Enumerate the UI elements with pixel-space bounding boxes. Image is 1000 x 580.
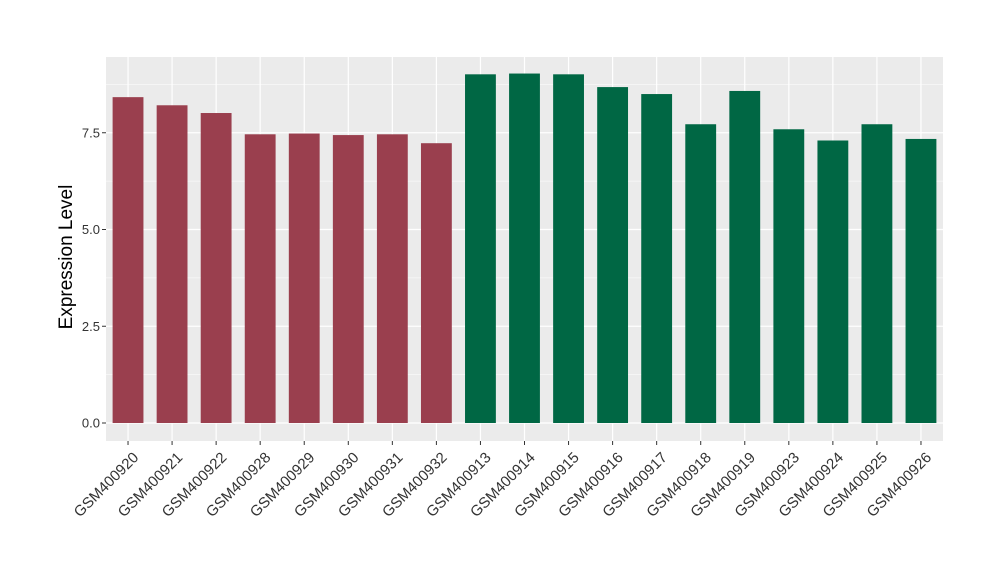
y-tick-label: 7.5 (82, 125, 100, 140)
bar-GSM400914 (509, 73, 540, 423)
bars (112, 73, 937, 424)
bar-GSM400917 (641, 94, 673, 424)
bar-GSM400913 (465, 74, 496, 424)
bar-GSM400931 (376, 134, 408, 423)
bar-GSM400926 (905, 138, 937, 423)
bar-GSM400930 (332, 135, 364, 423)
bar-GSM400925 (861, 124, 893, 424)
y-tick-label: 5.0 (82, 222, 100, 237)
bar-GSM400921 (156, 105, 188, 423)
y-tick-label: 0.0 (82, 416, 100, 431)
bar-GSM400915 (553, 74, 584, 424)
bar-GSM400922 (200, 113, 232, 423)
bar-GSM400928 (244, 134, 276, 423)
bar-GSM400920 (112, 97, 144, 423)
bar-GSM400919 (729, 90, 761, 423)
bar-GSM400924 (817, 140, 849, 424)
y-axis-title: Expression Level (56, 185, 77, 330)
bar-GSM400916 (597, 87, 629, 424)
y-axis-ticks: 0.0 2.5 5.0 7.5 (82, 125, 106, 431)
bar-GSM400923 (773, 129, 805, 423)
y-tick-label: 2.5 (82, 319, 100, 334)
x-axis-ticks: GSM400920GSM400921GSM400922GSM400928GSM4… (71, 441, 935, 521)
bar-GSM400918 (685, 124, 717, 424)
bar-GSM400929 (288, 133, 320, 424)
bar-GSM400932 (420, 143, 452, 423)
